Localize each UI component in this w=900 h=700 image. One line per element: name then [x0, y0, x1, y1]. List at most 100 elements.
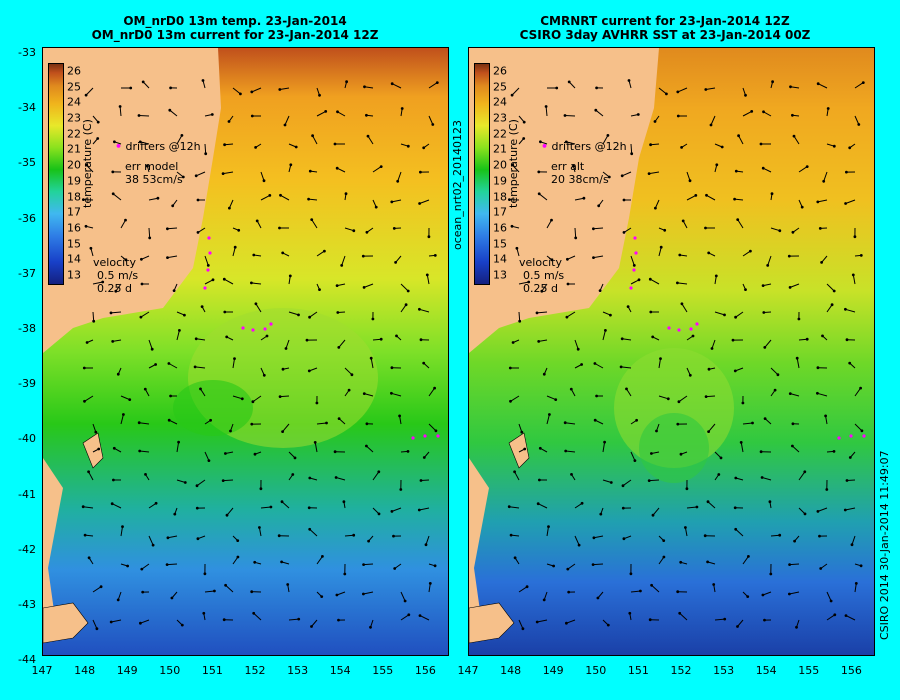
left-title-line2: OM_nrD0 13m current for 23-Jan-2014 12Z [91, 28, 379, 42]
velocity-arrow-head [258, 526, 261, 529]
velocity-arrow [770, 534, 780, 537]
velocity-arrow [711, 339, 716, 349]
velocity-arrow [168, 363, 178, 369]
velocity-arrow-head [518, 319, 522, 323]
velocity-arrow-head [379, 337, 383, 341]
velocity-arrow-head [259, 487, 263, 491]
velocity-arrow-head [178, 329, 181, 332]
right-title: CMRNRT current for 23-Jan-2014 12Z CSIRO… [460, 14, 870, 42]
velocity-arrow [817, 199, 828, 203]
velocity-arrow-head [845, 170, 848, 174]
velocity-arrow [232, 395, 243, 400]
velocity-arrow-head [336, 110, 339, 114]
velocity-arrow [391, 83, 402, 89]
velocity-arrow-head [595, 86, 598, 90]
velocity-arrow [564, 115, 576, 117]
velocity-arrow-head [315, 401, 319, 405]
velocity-arrow [737, 219, 744, 229]
velocity-arrow [537, 503, 548, 509]
velocity-arrow-head [308, 476, 312, 480]
velocity-arrow [142, 81, 150, 89]
velocity-arrow-head [525, 585, 529, 589]
velocity-arrow [120, 526, 123, 537]
velocity-arrow-head [591, 563, 595, 566]
velocity-arrow-head [335, 284, 339, 287]
longitude-tick-label: 149 [116, 664, 138, 677]
velocity-arrow-head [352, 229, 356, 233]
velocity-arrow-head [596, 596, 600, 600]
velocity-arrow-head [199, 387, 202, 391]
velocity-arrow-head [347, 388, 351, 392]
velocity-arrow-head [592, 227, 595, 231]
velocity-arrow [602, 479, 612, 483]
velocity-arrow [428, 583, 431, 593]
velocity-arrow-head [390, 200, 394, 204]
velocity-arrow-head [763, 417, 767, 420]
velocity-arrow-head [393, 567, 397, 570]
velocity-arrow [138, 115, 150, 117]
velocity-arrow-head [213, 589, 216, 593]
velocity-arrow-head [706, 560, 709, 564]
velocity-arrow-head [422, 146, 426, 150]
velocity-arrow-head [736, 625, 739, 628]
velocity-arrow-head [542, 372, 546, 376]
velocity-arrow [115, 283, 122, 292]
latitude-tick-label: -35 [18, 156, 36, 170]
velocity-arrow-head [816, 200, 820, 204]
velocity-arrow [111, 503, 122, 509]
velocity-arrow-head [654, 206, 657, 210]
velocity-arrow [742, 110, 752, 117]
velocity-arrow [419, 507, 430, 511]
velocity-arrow-head [419, 170, 422, 174]
latitude-tick-label: -42 [18, 542, 36, 556]
velocity-arrow-head [308, 527, 312, 531]
velocity-arrow [630, 143, 633, 154]
velocity-arrow-head [778, 533, 782, 537]
velocity-arrow-head [281, 430, 284, 433]
velocity-arrow [255, 303, 262, 313]
velocity-arrow-head [297, 313, 300, 317]
velocity-arrow-head [268, 194, 272, 197]
velocity-arrow-head [676, 281, 679, 285]
velocity-arrow-head [156, 196, 160, 200]
velocity-arrow-head [522, 120, 526, 124]
velocity-arrow-head [424, 543, 428, 547]
velocity-arrow-head [310, 625, 313, 628]
velocity-arrow [681, 303, 688, 313]
velocity-arrow [593, 563, 604, 566]
velocity-arrow-head [607, 175, 611, 179]
velocity-arrow-head [137, 114, 141, 117]
longitude-tick-label: 150 [159, 664, 181, 677]
velocity-arrow-head [194, 337, 198, 341]
velocity-arrow-head [377, 470, 381, 474]
velocity-arrow-head [427, 235, 431, 239]
velocity-arrow-head [116, 598, 120, 602]
velocity-arrow [823, 171, 828, 182]
velocity-arrow-head [574, 236, 578, 240]
velocity-arrow [419, 615, 430, 621]
velocity-arrow-head [555, 86, 559, 90]
velocity-arrow-head [399, 488, 403, 491]
velocity-arrow-head [320, 595, 324, 598]
velocity-arrow-head [253, 560, 257, 564]
velocity-arrow [223, 171, 234, 175]
velocity-arrow-head [844, 307, 847, 311]
velocity-arrow-head [788, 286, 792, 289]
left-drifters-label: drifters @12h [125, 140, 201, 153]
velocity-arrow [514, 471, 520, 481]
velocity-arrow-head [262, 179, 266, 183]
velocity-arrow [140, 311, 150, 318]
velocity-arrow-head [542, 598, 546, 602]
velocity-arrow-head [522, 137, 526, 140]
velocity-arrow-head [422, 361, 426, 365]
right-err-legend: err alt 20 38cm/s [551, 160, 609, 186]
velocity-arrow-head [762, 311, 766, 314]
longitude-tick-label: 148 [500, 664, 522, 677]
velocity-arrow [622, 171, 632, 177]
velocity-arrow-head [277, 534, 281, 538]
velocity-arrow-head [759, 450, 763, 454]
velocity-arrow-head [111, 192, 115, 196]
velocity-arrow [538, 193, 548, 201]
velocity-arrow [790, 393, 800, 397]
velocity-arrow [204, 143, 207, 154]
